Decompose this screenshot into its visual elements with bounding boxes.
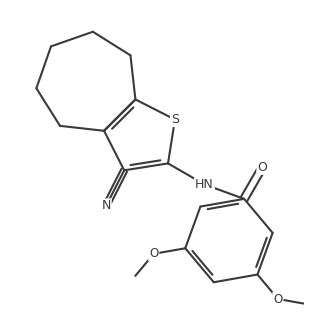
Text: S: S bbox=[171, 113, 179, 126]
Text: O: O bbox=[149, 247, 159, 260]
Text: O: O bbox=[257, 161, 267, 174]
Text: O: O bbox=[273, 293, 283, 306]
Text: N: N bbox=[101, 199, 111, 212]
Text: HN: HN bbox=[195, 178, 214, 191]
